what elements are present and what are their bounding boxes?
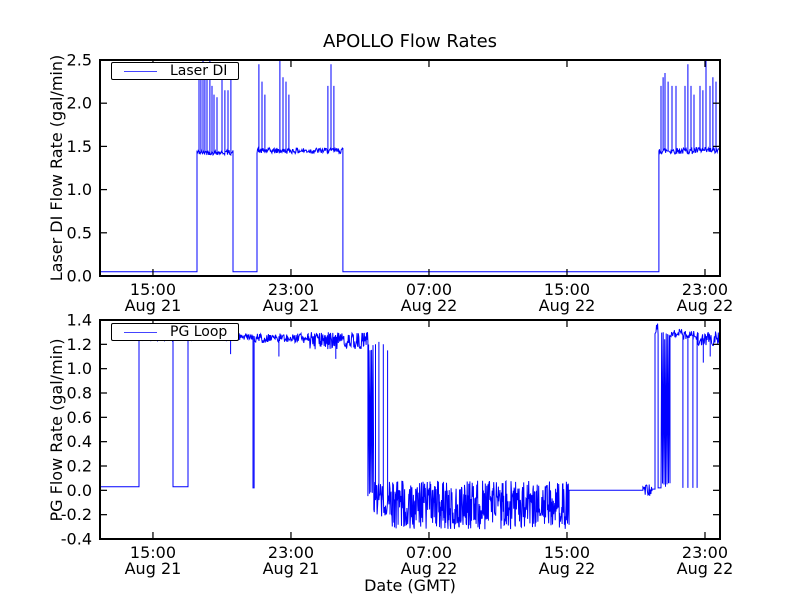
y-tick-label: 0.4 [67, 432, 92, 451]
x-tick-label-date: Aug 21 [125, 559, 182, 578]
y-tick-label: 0.6 [67, 408, 92, 427]
y-tick-label: 1.2 [67, 335, 92, 354]
x-tick-label-time: 07:00 [406, 543, 452, 562]
y-tick-label: 1.0 [67, 180, 92, 199]
x-tick-label-date: Aug 22 [677, 296, 734, 315]
top-y-axis-label: Laser DI Flow Rate (gal/min) [47, 54, 66, 282]
y-tick-label: 0.0 [67, 481, 92, 500]
bottom-y-axis-label: PG Flow Rate (gal/min) [47, 338, 66, 522]
x-tick-label-date: Aug 22 [539, 296, 596, 315]
y-tick-label: 1.0 [67, 359, 92, 378]
axes-frame [99, 319, 721, 540]
x-tick-label-time: 23:00 [682, 280, 728, 299]
x-tick-label-date: Aug 22 [401, 296, 458, 315]
y-tick-label: 0.2 [67, 457, 92, 476]
y-tick-label: 0.0 [67, 267, 92, 286]
data-line-pg-loop [100, 323, 721, 530]
x-axis-label: Date (GMT) [364, 576, 456, 595]
x-tick-label-time: 15:00 [544, 280, 590, 299]
y-tick-label: 2.5 [67, 51, 92, 70]
axes-frame [99, 59, 721, 277]
data-line-laser-di [100, 60, 721, 273]
y-tick-label: 0.8 [67, 384, 92, 403]
x-tick-label-date: Aug 22 [401, 559, 458, 578]
y-tick-label: 1.4 [67, 311, 92, 330]
x-tick-label-date: Aug 21 [263, 296, 320, 315]
legend-label: Laser DI [170, 63, 228, 79]
x-tick-label-time: 07:00 [406, 280, 452, 299]
legend-label: PG Loop [170, 324, 228, 340]
legend-line-sample-icon [124, 331, 157, 333]
x-tick-label-time: 23:00 [682, 543, 728, 562]
x-tick-label-time: 23:00 [268, 280, 314, 299]
x-tick-label-date: Aug 22 [539, 559, 596, 578]
y-tick-label: 1.5 [67, 137, 92, 156]
legend-line-sample-icon [124, 70, 157, 72]
x-tick-label-date: Aug 21 [263, 559, 320, 578]
y-tick-label: -0.2 [61, 505, 92, 524]
x-tick-label-time: 15:00 [544, 543, 590, 562]
legend-laser-di: Laser DI [111, 62, 240, 80]
y-tick-label: -0.4 [61, 530, 92, 549]
legend-pg-loop: PG Loop [111, 323, 240, 341]
x-tick-label-time: 15:00 [130, 280, 176, 299]
x-tick-label-time: 15:00 [130, 543, 176, 562]
chart-title: APOLLO Flow Rates [322, 31, 498, 52]
x-tick-label-time: 23:00 [268, 543, 314, 562]
x-tick-label-date: Aug 21 [125, 296, 182, 315]
x-tick-label-date: Aug 22 [677, 559, 734, 578]
y-tick-label: 0.5 [67, 223, 92, 242]
y-tick-label: 2.0 [67, 94, 92, 113]
